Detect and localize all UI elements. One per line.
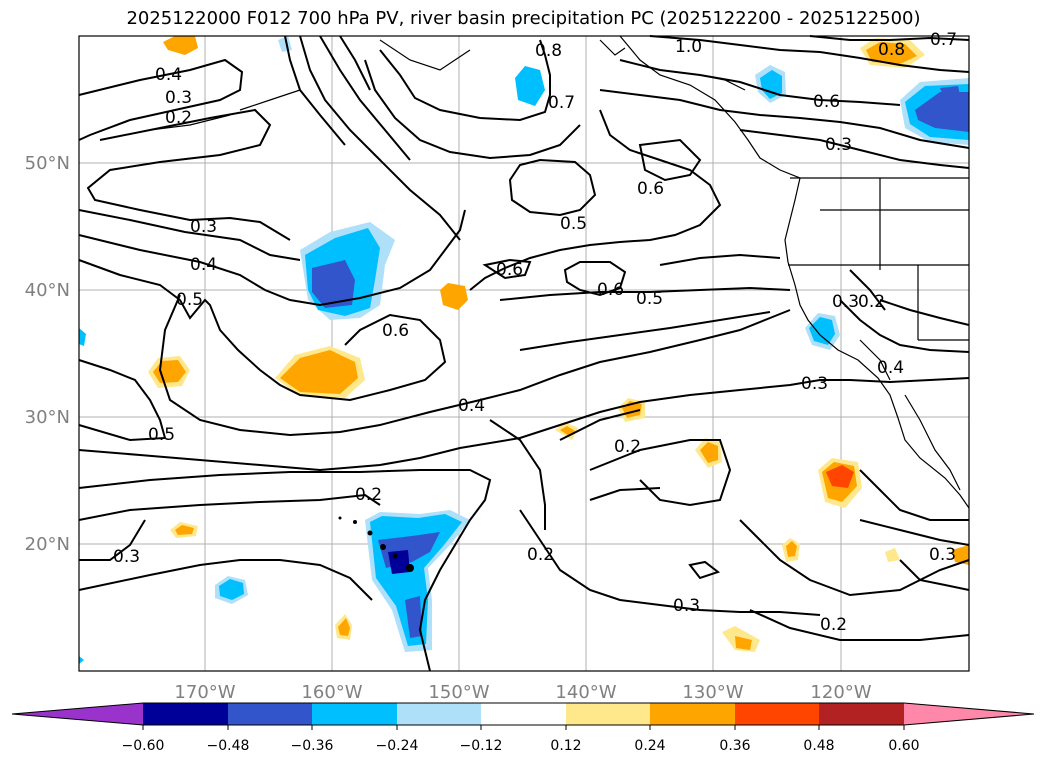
contour-label: 0.6 [597, 280, 624, 300]
lon-label: 160°W [301, 682, 362, 703]
colorbar-extend-low [12, 703, 143, 725]
gridlines [79, 36, 969, 671]
colorbar-segment [819, 703, 904, 725]
colorbar-tick: 0.60 [888, 738, 919, 754]
contour-label: 0.4 [877, 358, 904, 378]
colorbar-tick: −0.24 [376, 738, 419, 754]
lon-label: 170°W [174, 682, 235, 703]
contour-label: 0.4 [190, 255, 217, 275]
contour-label: 0.5 [636, 289, 663, 309]
contour-label: 0.4 [155, 65, 182, 85]
contour-label: 0.2 [820, 615, 847, 635]
colorbar-tick: −0.36 [291, 738, 334, 754]
colorbar-extend-high [904, 703, 1034, 725]
contour-labels: 0.4 0.3 0.2 0.8 1.0 0.8 0.7 0.6 0.7 0.3 … [113, 30, 957, 635]
colorbar-tick: −0.60 [122, 738, 165, 754]
colorbar-tick: 0.36 [719, 738, 750, 754]
contour-label: 0.6 [496, 260, 523, 280]
lon-label: 150°W [428, 682, 489, 703]
lat-labels: 50°N 40°N 30°N 20°N [25, 153, 70, 555]
contour-label: 0.5 [148, 425, 175, 445]
contour-label: 0.3 [801, 374, 828, 394]
lon-label: 140°W [555, 682, 616, 703]
contour-label: 0.8 [535, 41, 562, 61]
colorbar-segment [397, 703, 481, 725]
contour-label: 0.2 [614, 437, 641, 457]
lon-label: 130°W [682, 682, 743, 703]
colorbar-tick: −0.12 [460, 738, 503, 754]
lon-labels: 170°W 160°W 150°W 140°W 130°W 120°W [174, 682, 871, 703]
contour-label: 0.3 [929, 545, 956, 565]
colorbar-segment [566, 703, 650, 725]
contour-label: 0.3 [832, 292, 859, 312]
colorbar: −0.60 −0.48 −0.36 −0.24 −0.12 0.12 0.24 … [11, 702, 1035, 754]
contour-label: 0.2 [355, 485, 382, 505]
lat-label: 20°N [25, 534, 70, 555]
contour-label: 0.2 [858, 292, 885, 312]
contour-label: 0.6 [382, 321, 409, 341]
contour-label: 0.7 [548, 93, 575, 113]
contour-label: 0.5 [176, 290, 203, 310]
lat-label: 40°N [25, 280, 70, 301]
colorbar-tick: 0.12 [550, 738, 581, 754]
colorbar-tick: 0.48 [803, 738, 834, 754]
colorbar-segment [650, 703, 735, 725]
hawaiian-islands [338, 516, 414, 572]
map-frame [78, 35, 970, 672]
colorbar-segment [481, 703, 566, 725]
contour-label: 0.2 [527, 545, 554, 565]
contour-label: 0.5 [560, 214, 587, 234]
lon-label: 120°W [810, 682, 871, 703]
contour-label: 0.3 [673, 596, 700, 616]
contour-label: 0.6 [813, 92, 840, 112]
colorbar-segment [312, 703, 397, 725]
colorbar-segment [228, 703, 312, 725]
colorbar-tick: 0.24 [634, 738, 665, 754]
contour-label: 0.3 [190, 217, 217, 237]
lat-label: 30°N [25, 407, 70, 428]
colorbar-tick: −0.48 [207, 738, 250, 754]
contour-label: 0.3 [165, 88, 192, 108]
contour-label: 0.3 [113, 547, 140, 567]
pv-contours [78, 35, 970, 672]
lat-label: 50°N [25, 153, 70, 174]
map-title: 2025122000 F012 700 hPa PV, river basin … [126, 8, 921, 29]
contour-label: 0.8 [878, 40, 905, 60]
colorbar-segment [735, 703, 819, 725]
contour-label: 0.7 [930, 30, 957, 50]
contour-label: 0.4 [458, 396, 485, 416]
precip-fills [79, 36, 969, 664]
colorbar-segment [143, 703, 228, 725]
contour-label: 0.3 [825, 135, 852, 155]
contour-label: 0.2 [165, 108, 192, 128]
map-area [79, 36, 969, 671]
contour-label: 1.0 [675, 37, 702, 57]
contour-label: 0.6 [637, 179, 664, 199]
